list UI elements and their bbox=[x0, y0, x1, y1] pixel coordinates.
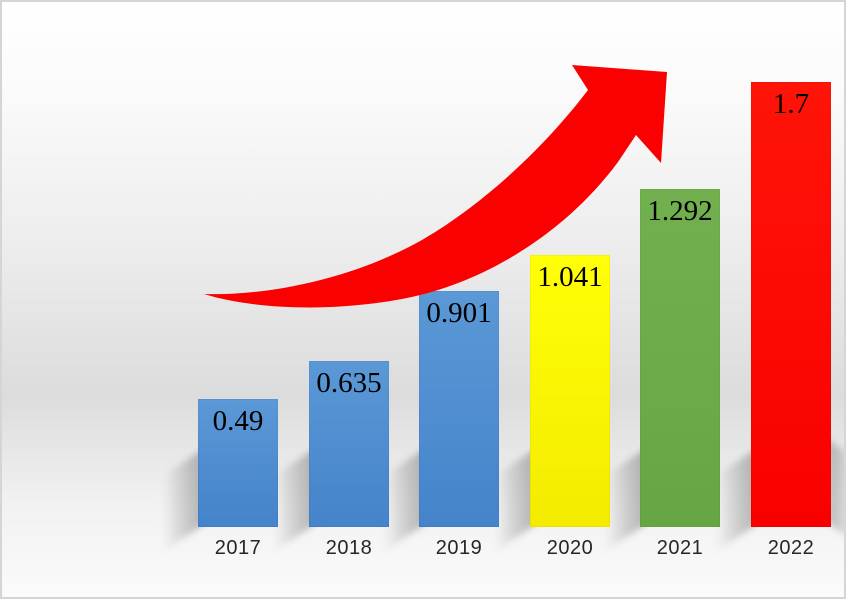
bar-2019: 0.901 bbox=[419, 291, 499, 527]
x-axis-label-2017: 2017 bbox=[214, 537, 262, 559]
bar-value-label: 1.041 bbox=[537, 261, 603, 293]
x-axis-label-2020: 2020 bbox=[546, 537, 594, 559]
x-axis-label-2018: 2018 bbox=[325, 537, 373, 559]
bar-value-label: 0.49 bbox=[212, 405, 264, 437]
x-axis-label-2022: 2022 bbox=[767, 537, 815, 559]
bar-2017: 0.49 bbox=[198, 399, 278, 527]
bar-value-label: 1.292 bbox=[647, 195, 713, 227]
x-axis-label-2019: 2019 bbox=[435, 537, 483, 559]
bar-value-label: 0.635 bbox=[316, 367, 382, 399]
bar-2020: 1.041 bbox=[530, 255, 610, 527]
bar-value-label: 1.7 bbox=[772, 88, 810, 120]
bar-2022: 1.7 bbox=[751, 82, 831, 527]
bar-2018: 0.635 bbox=[309, 361, 389, 527]
x-axis-label-2021: 2021 bbox=[656, 537, 704, 559]
bar-2021: 1.292 bbox=[640, 189, 720, 527]
bar-value-label: 0.901 bbox=[426, 297, 492, 329]
